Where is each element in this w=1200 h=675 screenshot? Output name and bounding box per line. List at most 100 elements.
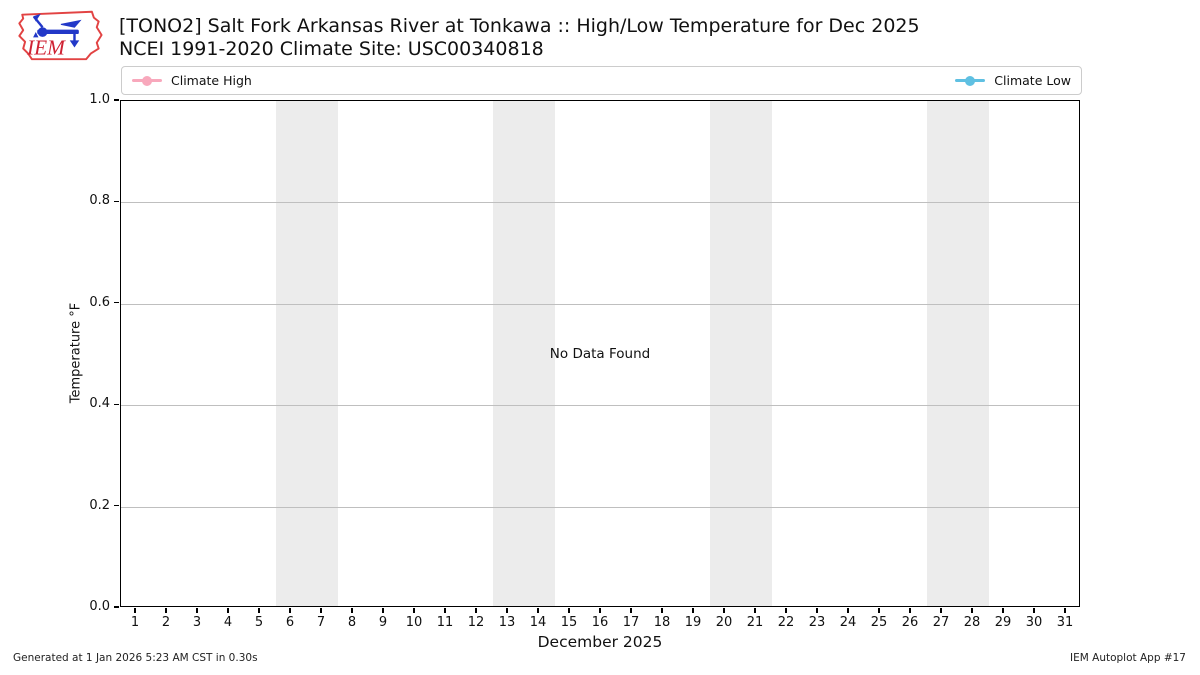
legend-label-climate-low: Climate Low [994,73,1071,88]
x-tick-label: 10 [405,615,423,630]
x-tick-label: 12 [467,615,485,630]
x-tick-mark [506,608,508,613]
legend-label-climate-high: Climate High [171,73,252,88]
x-tick-label: 17 [622,615,640,630]
x-tick-label: 29 [994,615,1012,630]
climate-low-line-marker-icon [955,75,986,86]
x-tick-mark [847,608,849,613]
x-tick-label: 7 [316,615,326,630]
chart-subtitle: NCEI 1991-2020 Climate Site: USC00340818 [119,38,544,60]
weekend-shading-band [492,101,555,606]
y-tick-label: 0.8 [89,193,110,209]
gridline [121,303,1079,305]
x-tick-mark [909,608,911,613]
x-tick-mark [754,608,756,613]
x-tick-mark [1002,608,1004,613]
y-tick-mark [114,99,119,101]
chart-legend: Climate High Climate Low [121,66,1082,95]
x-tick-label: 31 [1056,615,1074,630]
x-tick-label: 9 [378,615,388,630]
x-tick-label: 13 [498,615,516,630]
y-tick-label: 0.2 [89,497,110,513]
climate-high-line-marker-icon [132,75,162,86]
x-tick-label: 23 [808,615,826,630]
x-tick-mark [661,608,663,613]
legend-item-climate-low: Climate Low [955,73,1071,88]
y-tick-label: 0.0 [89,599,110,614]
x-tick-label: 18 [653,615,671,630]
x-tick-mark [568,608,570,613]
x-tick-mark [320,608,322,613]
x-tick-mark [878,608,880,613]
y-tick-mark [114,302,119,304]
x-tick-label: 11 [436,615,454,630]
x-tick-mark [258,608,260,613]
weekend-shading-band [709,101,772,606]
x-tick-label: 20 [715,615,733,630]
x-tick-label: 22 [777,615,795,630]
chart-title-block: [TONO2] Salt Fork Arkansas River at Tonk… [119,15,920,61]
y-tick-label: 1.0 [89,92,110,107]
y-tick-mark [114,403,119,405]
x-tick-label: 15 [560,615,578,630]
weekend-shading-band [926,101,989,606]
x-tick-label: 25 [870,615,888,630]
y-tick-mark [114,606,119,608]
y-tick-mark [114,505,119,507]
y-tick-mark [114,200,119,202]
x-tick-mark [227,608,229,613]
x-tick-mark [537,608,539,613]
x-tick-mark [599,608,601,613]
x-tick-mark [723,608,725,613]
gridline [121,405,1079,407]
x-tick-label: 2 [161,615,171,630]
gridline [121,506,1079,508]
legend-item-climate-high: Climate High [132,73,252,88]
x-tick-mark [785,608,787,613]
x-tick-mark [475,608,477,613]
x-tick-mark [382,608,384,613]
x-tick-mark [165,608,167,613]
x-tick-label: 5 [254,615,264,630]
x-tick-mark [816,608,818,613]
x-tick-mark [971,608,973,613]
x-tick-mark [196,608,198,613]
x-tick-label: 26 [901,615,919,630]
chart-title: [TONO2] Salt Fork Arkansas River at Tonk… [119,15,920,37]
x-tick-mark [289,608,291,613]
generated-timestamp: Generated at 1 Jan 2026 5:23 AM CST in 0… [13,652,258,664]
gridline [121,202,1079,204]
x-tick-mark [413,608,415,613]
y-tick-label: 0.6 [89,294,110,310]
x-tick-label: 27 [932,615,950,630]
x-tick-mark [692,608,694,613]
x-tick-label: 14 [529,615,547,630]
x-tick-label: 28 [963,615,981,630]
x-tick-label: 8 [347,615,357,630]
x-tick-mark [1033,608,1035,613]
plot-area: No Data Found [120,100,1080,607]
y-axis-label: Temperature °F [68,302,84,404]
x-tick-label: 3 [192,615,202,630]
x-axis-label: December 2025 [537,633,663,651]
iem-logo: IEM [10,5,108,65]
x-tick-mark [940,608,942,613]
x-tick-label: 6 [285,615,295,630]
x-tick-mark [444,608,446,613]
x-tick-label: 1 [130,615,140,630]
logo-text: IEM [26,35,66,59]
x-tick-mark [1064,608,1066,613]
x-tick-label: 19 [684,615,702,630]
app-attribution: IEM Autoplot App #17 [1070,652,1186,664]
weekend-shading-band [275,101,338,606]
x-tick-mark [630,608,632,613]
x-tick-mark [134,608,136,613]
x-tick-label: 24 [839,615,857,630]
y-tick-label: 0.4 [89,396,110,412]
x-tick-label: 21 [746,615,764,630]
iowa-outline-weathervane-icon: IEM [18,10,103,61]
x-tick-mark [351,608,353,613]
x-tick-label: 30 [1025,615,1043,630]
x-tick-label: 16 [591,615,609,630]
x-tick-label: 4 [223,615,233,630]
